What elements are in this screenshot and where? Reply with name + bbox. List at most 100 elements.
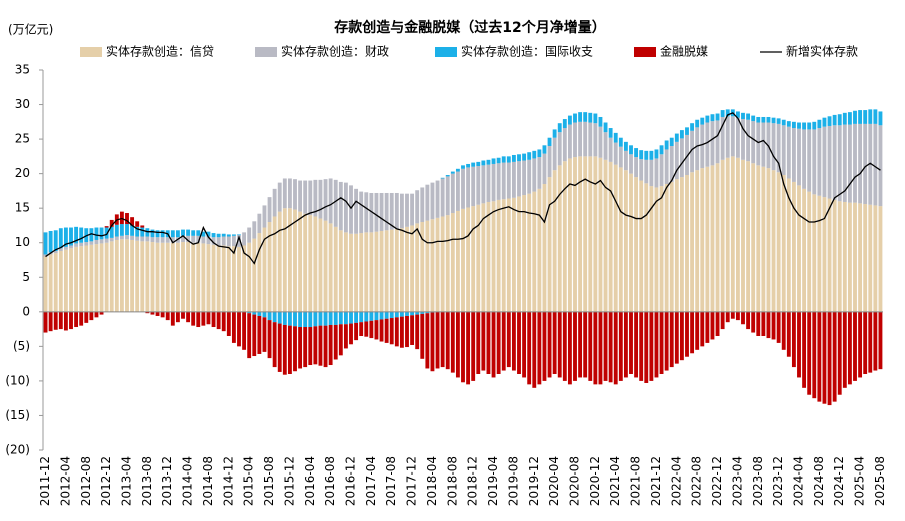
x-tick-label: 2014-04	[181, 456, 195, 506]
bar-segment	[466, 163, 471, 168]
bar-segment	[832, 199, 837, 312]
bar-segment	[511, 197, 516, 312]
bar-segment	[338, 311, 343, 325]
bar-segment	[700, 168, 705, 312]
bar-segment	[318, 311, 323, 326]
bar-segment	[471, 206, 476, 312]
bar-segment	[445, 311, 450, 370]
bar-segment	[323, 179, 328, 221]
bar-segment	[837, 201, 842, 312]
bar-segment	[277, 211, 282, 312]
x-tick-label: 2014-12	[221, 456, 235, 506]
bar-segment	[349, 185, 353, 234]
bar-segment	[786, 311, 791, 357]
bar-segment	[150, 237, 155, 243]
bar-segment	[119, 224, 124, 236]
bar-segment	[613, 311, 618, 385]
bar-segment	[756, 311, 761, 336]
bar-segment	[369, 232, 374, 312]
bar-segment	[776, 123, 781, 173]
bar-segment	[109, 226, 114, 238]
bar-segment	[664, 184, 669, 312]
bar-segment	[547, 177, 552, 312]
bar-segment	[649, 150, 654, 160]
bar-segment	[186, 242, 191, 312]
x-tick-label: 2023-12	[771, 456, 785, 506]
bar-segment	[150, 229, 155, 238]
bar-segment	[858, 203, 863, 312]
bar-segment	[445, 176, 450, 216]
bar-segment	[140, 236, 145, 242]
bar-segment	[644, 311, 649, 383]
bar-segment	[160, 237, 165, 243]
x-tick-label: 2013-08	[140, 456, 154, 506]
bar-segment	[639, 180, 644, 312]
bar-segment	[69, 227, 73, 246]
bar-segment	[262, 311, 267, 318]
bar-segment	[868, 109, 873, 124]
bar-segment	[679, 138, 684, 178]
bar-segment	[318, 179, 323, 219]
bar-segment	[593, 123, 598, 157]
x-tick-label: 2019-12	[527, 456, 541, 506]
bar-segment	[781, 311, 786, 350]
bar-segment	[756, 116, 761, 123]
bar-segment	[201, 236, 206, 244]
bar-segment	[130, 217, 135, 226]
bar-segment	[812, 311, 817, 399]
bar-segment	[842, 311, 847, 388]
bar-segment	[847, 112, 852, 125]
bar-segment	[410, 225, 415, 312]
bar-segment	[791, 128, 796, 182]
bar-segment	[53, 253, 58, 312]
bar-segment	[746, 311, 751, 330]
bar-segment	[191, 230, 196, 236]
bar-segment	[354, 311, 359, 323]
bar-segment	[425, 220, 430, 312]
bar-segment	[802, 129, 807, 189]
x-tick-label: 2012-12	[99, 456, 113, 506]
bar-segment	[527, 193, 532, 312]
bar-segment	[175, 242, 180, 312]
x-tick-label: 2020-12	[588, 456, 602, 506]
bar-segment	[598, 157, 603, 312]
bar-segment	[257, 213, 262, 234]
bar-segment	[308, 180, 313, 216]
bar-segment	[506, 198, 511, 312]
bar-segment	[293, 311, 297, 327]
bar-segment	[455, 171, 460, 211]
bar-segment	[58, 228, 63, 249]
bar-segment	[69, 311, 73, 330]
bar-segment	[104, 242, 109, 312]
bar-segment	[725, 157, 730, 312]
x-tick-label: 2020-08	[568, 456, 582, 506]
y-tick-label: 30	[15, 97, 30, 111]
bar-segment	[206, 244, 211, 312]
bar-segment	[389, 318, 394, 345]
bar-segment	[501, 199, 506, 312]
bar-segment	[863, 204, 868, 312]
x-tick-label: 2020-04	[547, 456, 561, 506]
bar-segment	[145, 236, 150, 242]
x-tick-label: 2017-04	[364, 456, 378, 506]
bar-segment	[618, 167, 623, 312]
bar-segment	[649, 186, 654, 312]
bar-segment	[430, 219, 435, 312]
bar-segment	[455, 168, 460, 172]
bar-segment	[720, 116, 725, 160]
bar-segment	[221, 233, 226, 237]
bar-segment	[537, 157, 542, 189]
bar-segment	[186, 229, 191, 236]
bar-segment	[618, 146, 623, 168]
bar-segment	[170, 237, 175, 243]
bar-segment	[94, 311, 99, 318]
bar-segment	[206, 311, 211, 325]
x-tick-label: 2022-08	[690, 456, 704, 506]
bar-segment	[853, 123, 857, 203]
bar-segment	[552, 170, 557, 312]
bar-segment	[786, 121, 791, 127]
bar-segment	[705, 311, 710, 343]
bar-segment	[461, 311, 465, 383]
bar-segment	[466, 311, 471, 385]
